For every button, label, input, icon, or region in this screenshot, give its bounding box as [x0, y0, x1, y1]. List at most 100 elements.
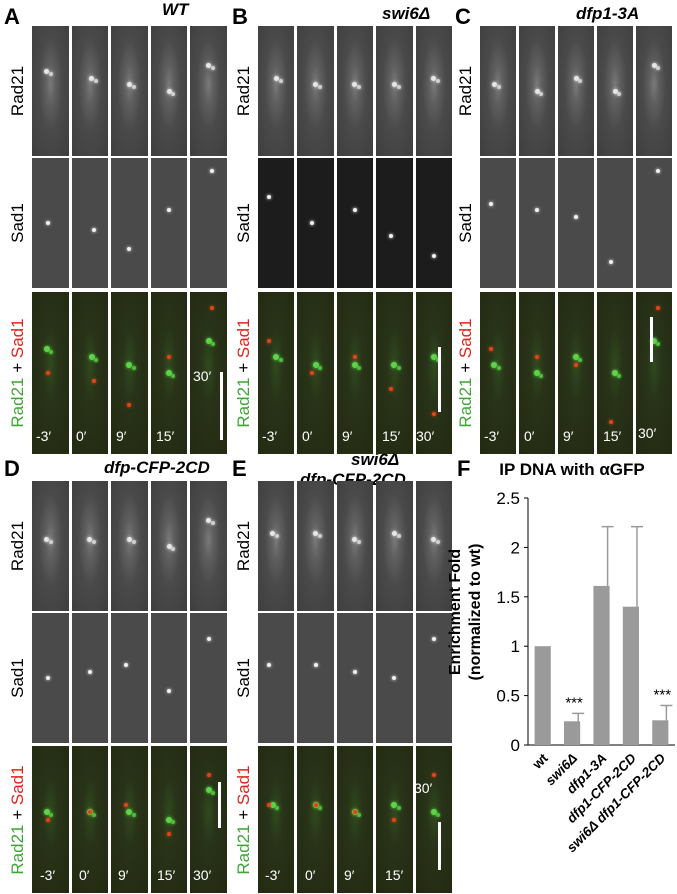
- frame-sad1-3: [336, 158, 374, 288]
- frame-rad21-3: [336, 26, 374, 156]
- signal-spot: [539, 374, 544, 379]
- signal-spot: [210, 169, 215, 173]
- signal-spot: [91, 379, 96, 384]
- signal-spot: [317, 366, 322, 371]
- frame-sad1-1: [258, 613, 295, 743]
- signal-spot: [388, 387, 393, 392]
- signal-spot: [167, 832, 172, 837]
- frame-merge-2: [519, 292, 555, 454]
- signal-spot: [534, 370, 540, 376]
- signal-spot: [266, 663, 271, 667]
- signal-spot: [431, 253, 436, 258]
- scale-bar: [220, 372, 223, 440]
- timepoint-label: -3′: [40, 867, 56, 883]
- row-label-merge: Rad21 + Sad1: [8, 750, 28, 890]
- signal-spot: [431, 411, 436, 416]
- frame-rad21-3: [558, 26, 594, 156]
- panel-label-e: E: [232, 456, 247, 481]
- row-label-sad1: Sad1: [456, 203, 475, 243]
- frame-merge-4: [150, 292, 188, 454]
- frame-rad21-1: [480, 26, 516, 156]
- panel-label-a: A: [4, 4, 20, 29]
- row-label-rad21: Rad21: [456, 65, 475, 117]
- x-tick-label: wt: [529, 750, 551, 772]
- signal-spot: [357, 813, 362, 818]
- signal-spot: [431, 537, 437, 542]
- frame-sad1-5: [190, 158, 227, 288]
- signal-spot: [573, 353, 579, 360]
- signal-spot: [274, 533, 279, 538]
- timepoint-label: -3′: [36, 428, 52, 444]
- signal-spot: [496, 85, 501, 90]
- frame-sad1-5: [415, 158, 452, 288]
- signal-spot: [126, 809, 133, 816]
- frame-sad1-4: [150, 613, 188, 743]
- signal-spot: [573, 75, 579, 81]
- signal-spot: [43, 809, 50, 816]
- merge-label-rad21: Rad21: [234, 377, 253, 428]
- timepoint-label: 9′: [344, 867, 355, 883]
- frame-merge-3: [336, 292, 374, 454]
- row-label-sad1: Sad1: [8, 658, 27, 698]
- enrichment-bar-chart: IP DNA with αGFP Enrichment Fold (normal…: [447, 460, 675, 855]
- frame-sad1-3: [336, 613, 374, 743]
- bar: [564, 721, 581, 745]
- signal-spot: [211, 65, 216, 70]
- signal-spot: [166, 88, 172, 94]
- signal-spot: [352, 354, 357, 359]
- signal-spot: [123, 663, 128, 667]
- bar: [534, 646, 551, 745]
- signal-spot: [488, 201, 493, 206]
- frame-rad21-4: [376, 481, 413, 611]
- bar: [622, 606, 639, 745]
- chart-title: IP DNA with αGFP: [499, 460, 645, 479]
- signal-spot: [609, 260, 614, 264]
- frame-merge-3: [558, 292, 594, 454]
- genotype-d: dfp-CFP-2CD: [104, 458, 210, 477]
- frame-merge-1: [258, 746, 295, 893]
- y-tick-label: 0: [511, 736, 520, 755]
- signal-spot: [205, 337, 212, 344]
- y-tick-label: 1: [511, 637, 520, 656]
- signal-spot: [49, 72, 54, 77]
- signal-spot: [211, 341, 216, 346]
- signal-spot: [352, 537, 358, 542]
- signal-spot: [166, 816, 173, 823]
- signal-spot: [94, 78, 99, 83]
- signal-spot: [87, 810, 92, 815]
- frame-rad21-3: [111, 481, 148, 611]
- merge-label-sad1: Sad1: [234, 318, 253, 359]
- merge-label-rad21: Rad21: [8, 377, 27, 428]
- signal-spot: [171, 546, 176, 551]
- signal-spot: [92, 540, 97, 545]
- signal-spot: [351, 361, 358, 368]
- row-label-merge: Rad21 + Sad1: [456, 303, 476, 443]
- signal-spot: [656, 65, 661, 70]
- signal-spot: [278, 358, 283, 363]
- signal-spot: [392, 817, 397, 822]
- row-label-sad1: Sad1: [234, 203, 253, 243]
- frame-sad1-5: [415, 613, 452, 743]
- merge-label-sad1: Sad1: [8, 764, 27, 805]
- timepoint-label: 30′: [638, 425, 657, 441]
- frame-merge-2: [71, 292, 109, 454]
- frame-sad1-4: [376, 158, 413, 288]
- signal-spot: [491, 361, 498, 368]
- genotype-e-line1: swi6Δ: [351, 450, 400, 469]
- signal-spot: [46, 371, 51, 375]
- signal-spot: [357, 85, 362, 90]
- signal-spot: [211, 791, 216, 796]
- frame-rad21-2: [71, 481, 109, 611]
- frame-sad1-3: [111, 613, 148, 743]
- frame-merge-5: [415, 292, 452, 454]
- merge-label-sad1: Sad1: [234, 764, 253, 805]
- signal-spot: [87, 537, 93, 542]
- signal-spot: [612, 88, 618, 94]
- frame-merge-5: [415, 746, 452, 893]
- merge-label-plus: +: [456, 358, 475, 378]
- frame-rad21-5: [636, 26, 672, 156]
- signal-spot: [94, 358, 99, 363]
- panel-label-f: F: [457, 456, 471, 481]
- signal-spot: [126, 82, 132, 87]
- signal-spot: [430, 353, 437, 360]
